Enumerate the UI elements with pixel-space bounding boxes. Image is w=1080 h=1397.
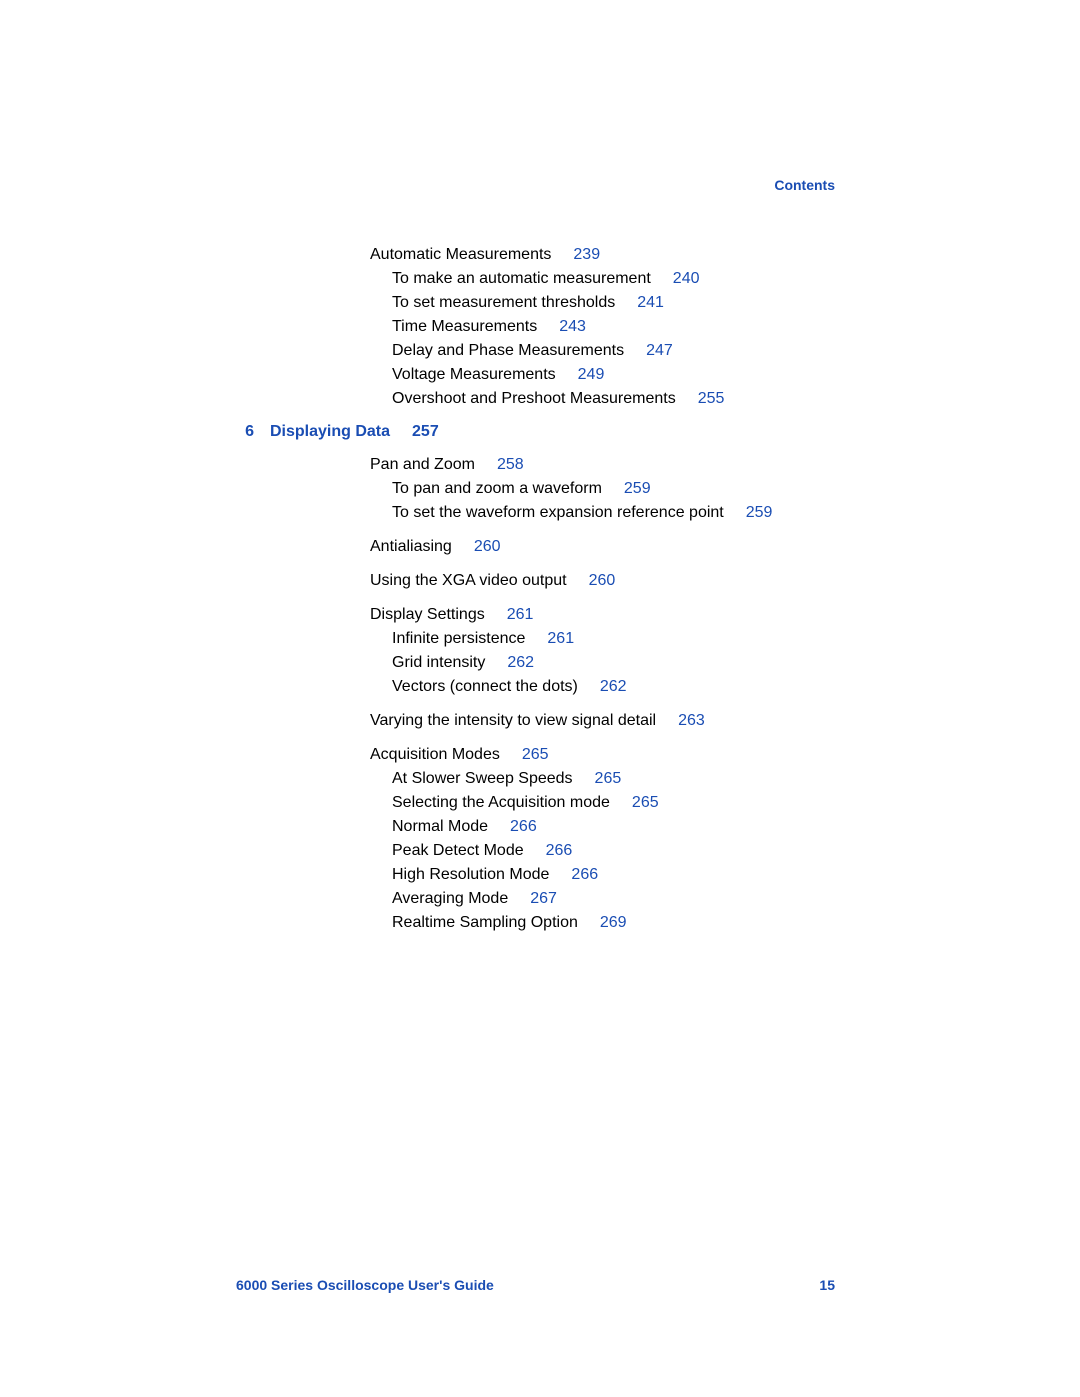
- toc-section-group: Pan and Zoom 258 To pan and zoom a wavefor…: [236, 453, 916, 525]
- toc-section-group: Automatic Measurements 239 To make an auto…: [236, 243, 916, 411]
- toc-entry[interactable]: Display Settings 261: [236, 603, 916, 627]
- toc-chapter[interactable]: 6 Displaying Data 257: [236, 423, 916, 441]
- toc-entry-page: 261: [547, 630, 574, 647]
- header-contents-label: Contents: [774, 177, 835, 193]
- toc-entry[interactable]: Varying the intensity to view signal det…: [236, 709, 916, 733]
- toc-entry-title: To make an automatic measurement: [392, 270, 651, 287]
- toc-entry-page: 239: [573, 246, 600, 263]
- toc-entry[interactable]: Acquisition Modes 265: [236, 743, 916, 767]
- toc-entry-page: 260: [474, 538, 501, 555]
- toc-entry-title: Overshoot and Preshoot Measurements: [392, 390, 676, 407]
- page-footer: 6000 Series Oscilloscope User's Guide 15: [236, 1277, 835, 1293]
- toc-entry-title: Varying the intensity to view signal det…: [370, 712, 656, 729]
- toc-content: Automatic Measurements 239 To make an auto…: [236, 243, 916, 935]
- toc-section-group: Varying the intensity to view signal det…: [236, 709, 916, 733]
- toc-entry[interactable]: Averaging Mode 267: [236, 887, 916, 911]
- toc-entry-page: 243: [559, 318, 586, 335]
- toc-entry-title: Display Settings: [370, 606, 485, 623]
- toc-entry-page: 255: [698, 390, 725, 407]
- toc-section-group: Display Settings 261 Infinite persistence 2…: [236, 603, 916, 699]
- toc-entry-page: 266: [571, 866, 598, 883]
- toc-entry-title: High Resolution Mode: [392, 866, 549, 883]
- toc-entry-title: Realtime Sampling Option: [392, 914, 578, 931]
- toc-entry-page: 265: [632, 794, 659, 811]
- toc-entry-page: 262: [507, 654, 534, 671]
- toc-entry-title: Using the XGA video output: [370, 572, 567, 589]
- toc-entry-page: 241: [637, 294, 664, 311]
- toc-entry-page: 266: [510, 818, 537, 835]
- toc-entry-title: To set measurement thresholds: [392, 294, 615, 311]
- toc-entry[interactable]: To set measurement thresholds 241: [236, 291, 916, 315]
- toc-entry-title: To set the waveform expansion reference …: [392, 504, 724, 521]
- toc-entry-page: 249: [578, 366, 605, 383]
- toc-chapter-page: 257: [412, 423, 439, 441]
- toc-section-group: Using the XGA video output 260: [236, 569, 916, 593]
- toc-entry-title: To pan and zoom a waveform: [392, 480, 602, 497]
- toc-entry[interactable]: To set the waveform expansion reference …: [236, 501, 916, 525]
- toc-entry[interactable]: Overshoot and Preshoot Measurements 255: [236, 387, 916, 411]
- toc-entry[interactable]: Delay and Phase Measurements 247: [236, 339, 916, 363]
- toc-entry[interactable]: Infinite persistence 261: [236, 627, 916, 651]
- toc-entry-title: Automatic Measurements: [370, 246, 551, 263]
- toc-chapter-number: 6: [236, 423, 254, 441]
- toc-entry[interactable]: Grid intensity 262: [236, 651, 916, 675]
- toc-entry-page: 261: [507, 606, 534, 623]
- toc-entry-title: Acquisition Modes: [370, 746, 500, 763]
- toc-entry-title: Grid intensity: [392, 654, 485, 671]
- toc-entry[interactable]: Vectors (connect the dots) 262: [236, 675, 916, 699]
- toc-entry[interactable]: To make an automatic measurement 240: [236, 267, 916, 291]
- toc-entry-page: 266: [546, 842, 573, 859]
- toc-entry-page: 269: [600, 914, 627, 931]
- toc-entry-page: 259: [624, 480, 651, 497]
- toc-entry[interactable]: Selecting the Acquisition mode 265: [236, 791, 916, 815]
- toc-entry[interactable]: To pan and zoom a waveform 259: [236, 477, 916, 501]
- toc-section-group: Acquisition Modes265At Slower Sweep Spee…: [236, 743, 916, 935]
- toc-entry-page: 262: [600, 678, 627, 695]
- toc-entry-page: 260: [589, 572, 616, 589]
- footer-page-number: 15: [819, 1277, 835, 1293]
- toc-entry-title: Infinite persistence: [392, 630, 525, 647]
- footer-title: 6000 Series Oscilloscope User's Guide: [236, 1277, 494, 1293]
- toc-entry-title: Peak Detect Mode: [392, 842, 524, 859]
- toc-entry-page: 259: [746, 504, 773, 521]
- toc-entry[interactable]: Realtime Sampling Option 269: [236, 911, 916, 935]
- toc-entry[interactable]: Automatic Measurements 239: [236, 243, 916, 267]
- toc-entry-title: Vectors (connect the dots): [392, 678, 578, 695]
- toc-entry[interactable]: High Resolution Mode 266: [236, 863, 916, 887]
- toc-entry-page: 247: [646, 342, 673, 359]
- toc-entry[interactable]: Normal Mode 266: [236, 815, 916, 839]
- toc-entry-title: Voltage Measurements: [392, 366, 556, 383]
- toc-entry-page: 240: [673, 270, 700, 287]
- toc-chapter-title: Displaying Data: [270, 423, 390, 441]
- toc-entry-title: Pan and Zoom: [370, 456, 475, 473]
- toc-entry[interactable]: Using the XGA video output 260: [236, 569, 916, 593]
- toc-entry-page: 258: [497, 456, 524, 473]
- toc-entry-page: 263: [678, 712, 705, 729]
- toc-entry[interactable]: Pan and Zoom 258: [236, 453, 916, 477]
- toc-entry[interactable]: Antialiasing 260: [236, 535, 916, 559]
- toc-entry-title: Selecting the Acquisition mode: [392, 794, 610, 811]
- toc-entry[interactable]: Time Measurements 243: [236, 315, 916, 339]
- toc-entry-title: Normal Mode: [392, 818, 488, 835]
- toc-entry-title: Time Measurements: [392, 318, 537, 335]
- toc-entry-page: 265: [595, 770, 622, 787]
- toc-entry-page: 265: [522, 746, 549, 763]
- toc-entry-title: Antialiasing: [370, 538, 452, 555]
- toc-entry-title: Averaging Mode: [392, 890, 508, 907]
- toc-entry[interactable]: Peak Detect Mode 266: [236, 839, 916, 863]
- toc-entry-title: Delay and Phase Measurements: [392, 342, 624, 359]
- toc-entry[interactable]: At Slower Sweep Speeds 265: [236, 767, 916, 791]
- toc-entry-title: At Slower Sweep Speeds: [392, 770, 573, 787]
- toc-entry-page: 267: [530, 890, 557, 907]
- toc-section-group: Antialiasing 260: [236, 535, 916, 559]
- toc-entry[interactable]: Voltage Measurements 249: [236, 363, 916, 387]
